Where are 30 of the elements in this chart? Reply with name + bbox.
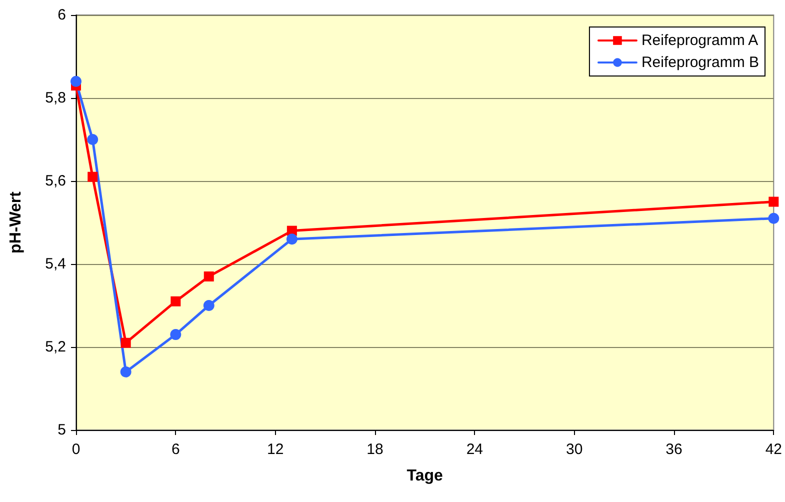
point (768, 196, 779, 207)
point (170, 296, 181, 306)
x-tick-label: 42 (765, 441, 782, 458)
y-tick-label: 5,6 (45, 172, 66, 190)
x-tick-label: 18 (366, 441, 384, 458)
x-axis-title: Tage (406, 468, 444, 484)
x-tick-label: 6 (171, 441, 180, 458)
point (203, 300, 214, 311)
point (286, 234, 298, 245)
x-tick-label: 0 (72, 441, 80, 458)
y-tick-label: 5,8 (45, 90, 66, 106)
x-tick-label: 24 (466, 441, 484, 458)
point (120, 338, 131, 348)
legend-label: Reifeprogramm A (641, 32, 758, 49)
x-tick-label: 12 (266, 441, 284, 458)
legend-label: Reifeprogramm B (641, 54, 760, 71)
point (170, 329, 182, 340)
y-tick-label: 5 (58, 422, 66, 438)
y-axis-title: pH-Wert (8, 190, 24, 254)
point (204, 271, 214, 282)
y-tick-label: 5,4 (45, 256, 66, 272)
point (87, 134, 98, 145)
x-tick-label: 30 (566, 441, 583, 458)
y-tick-label: 5,2 (45, 338, 66, 356)
point (88, 172, 98, 182)
y-tick-label: 6 (58, 6, 66, 24)
x-tick-label: 36 (666, 441, 682, 458)
point (768, 212, 780, 224)
point (120, 366, 132, 378)
point (70, 76, 82, 87)
